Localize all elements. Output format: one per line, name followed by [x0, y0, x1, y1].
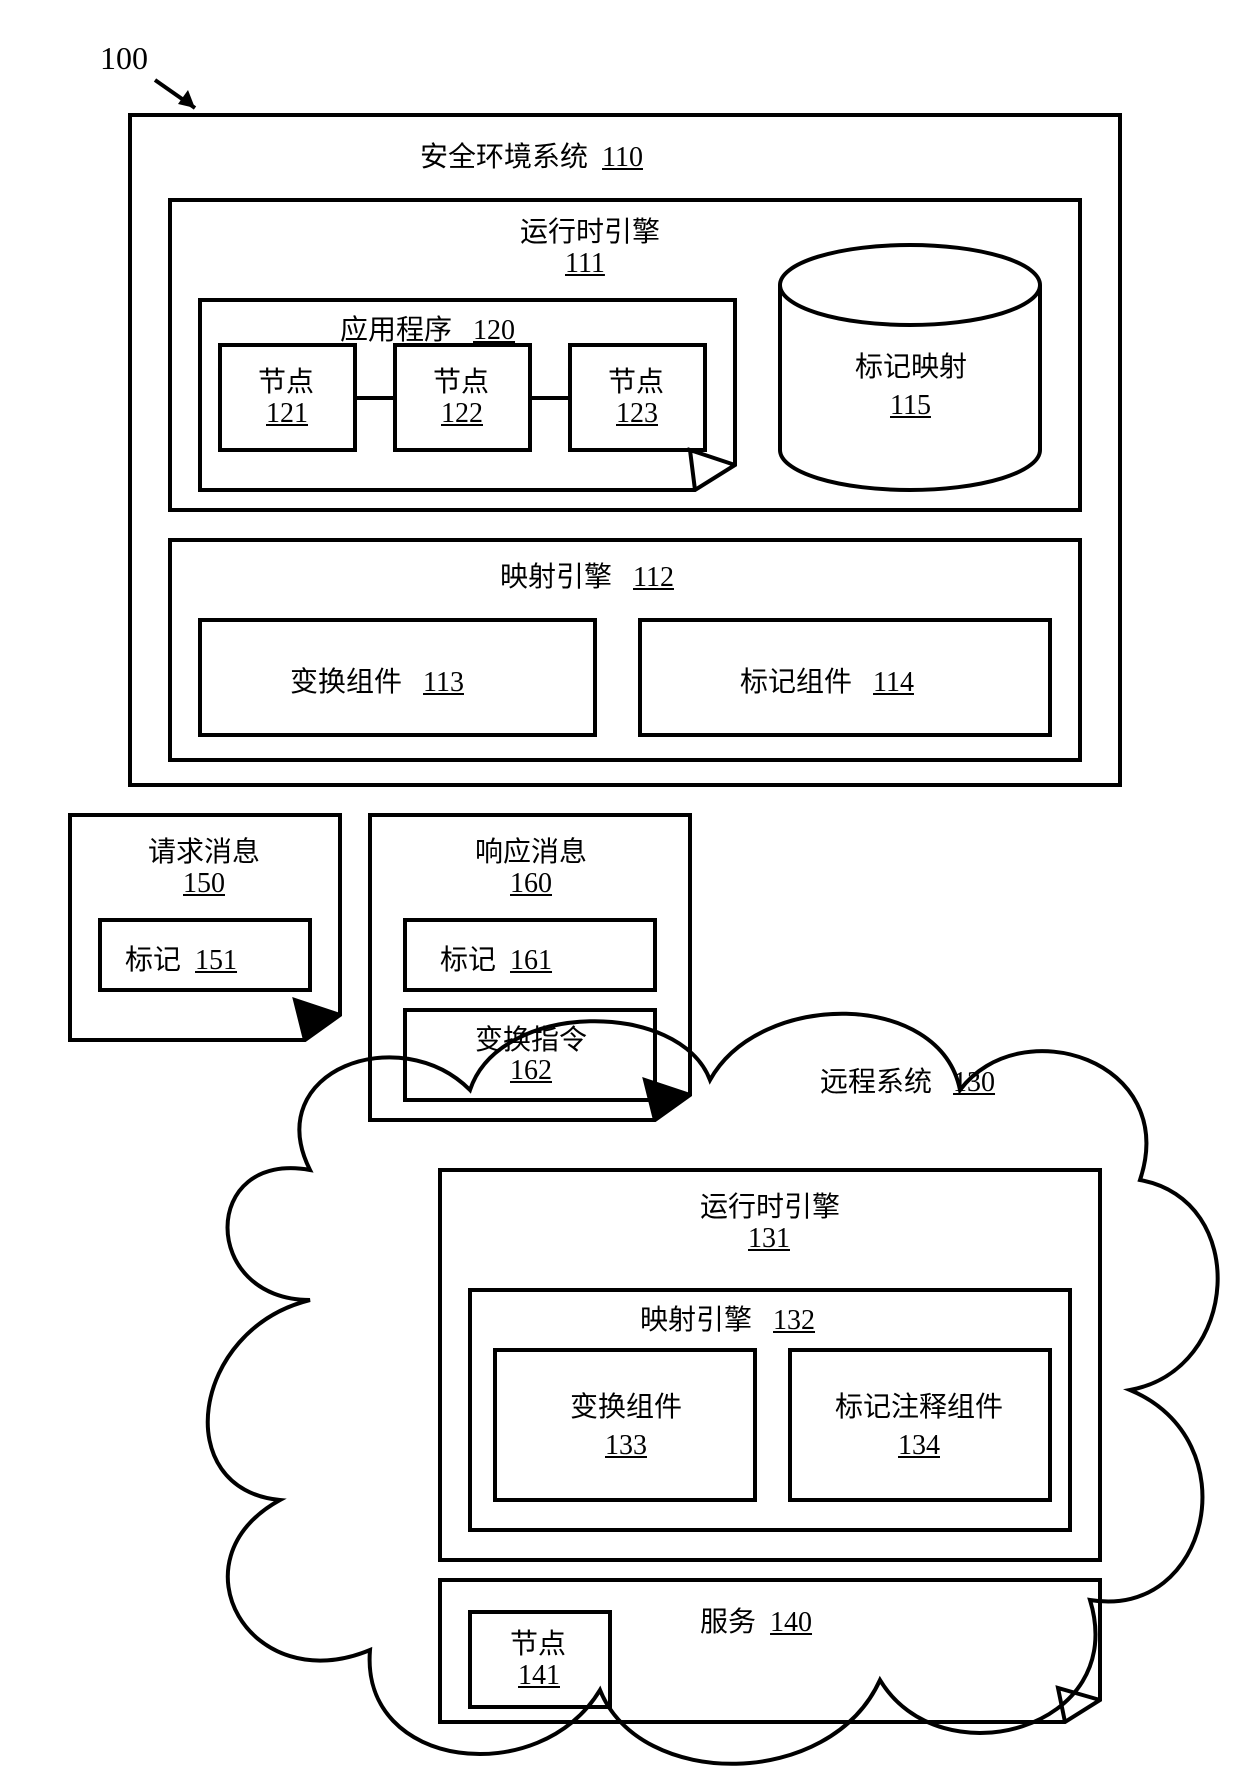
tag-comp-top-text: 标记组件	[740, 667, 852, 698]
tag-comp-top-label: 标记组件 114	[740, 660, 914, 700]
tag-annot-bot-num: 134	[898, 1430, 940, 1462]
remote-text: 远程系统	[820, 1067, 932, 1098]
transform-bot-num: 133	[605, 1430, 647, 1462]
node-bot-num: 141	[518, 1660, 560, 1692]
runtime-top-label: 运行时引擎	[520, 210, 660, 250]
resp-tag-num: 161	[510, 945, 552, 976]
node1-num: 121	[266, 398, 308, 430]
node2-label: 节点	[433, 360, 489, 400]
node3-label: 节点	[608, 360, 664, 400]
map-engine-top-num: 112	[633, 562, 674, 593]
remote-num: 130	[953, 1067, 995, 1098]
tag-map-num: 115	[890, 390, 931, 422]
req-tag-text: 标记	[125, 945, 181, 976]
resp-instr-num: 162	[510, 1055, 552, 1087]
runtime-bot-label: 运行时引擎	[700, 1185, 840, 1225]
map-engine-bot-text: 映射引擎	[640, 1305, 752, 1336]
map-engine-bot-label: 映射引擎 132	[640, 1298, 815, 1338]
service-text: 服务	[700, 1607, 756, 1638]
tag-annot-bot-label: 标记注释组件	[835, 1385, 1003, 1425]
remote-label: 远程系统 130	[820, 1060, 995, 1100]
resp-msg-label: 响应消息	[475, 830, 587, 870]
app-label: 应用程序 120	[340, 308, 515, 348]
resp-instr-label: 变换指令	[475, 1018, 587, 1058]
transform-top-label: 变换组件 113	[290, 660, 464, 700]
req-msg-label: 请求消息	[148, 830, 260, 870]
secure-env-label: 安全环境系统 110	[420, 135, 643, 175]
app-num: 120	[473, 315, 515, 346]
tag-map-label: 标记映射	[855, 345, 967, 385]
map-engine-bot-num: 132	[773, 1305, 815, 1336]
map-engine-top-text: 映射引擎	[500, 562, 612, 593]
service-label: 服务 140	[700, 1600, 812, 1640]
transform-top-text: 变换组件	[290, 667, 402, 698]
req-tag-num: 151	[195, 945, 237, 976]
resp-tag-label: 标记 161	[440, 938, 552, 978]
node3-num: 123	[616, 398, 658, 430]
node1-label: 节点	[258, 360, 314, 400]
req-msg-num: 150	[183, 868, 225, 900]
transform-bot-label: 变换组件	[570, 1385, 682, 1425]
runtime-top-num: 111	[565, 248, 605, 280]
node2-num: 122	[441, 398, 483, 430]
diagram-canvas: 100	[0, 0, 1240, 1775]
secure-env-text: 安全环境系统	[420, 142, 588, 173]
app-text: 应用程序	[340, 315, 452, 346]
secure-env-num: 110	[602, 142, 643, 173]
resp-tag-text: 标记	[440, 945, 496, 976]
resp-msg-num: 160	[510, 868, 552, 900]
node-bot-label: 节点	[510, 1622, 566, 1662]
tag-comp-top-num: 114	[873, 667, 914, 698]
runtime-bot-num: 131	[748, 1223, 790, 1255]
map-engine-top-label: 映射引擎 112	[500, 555, 674, 595]
req-tag-label: 标记 151	[125, 938, 237, 978]
service-num: 140	[770, 1607, 812, 1638]
transform-top-num: 113	[423, 667, 464, 698]
